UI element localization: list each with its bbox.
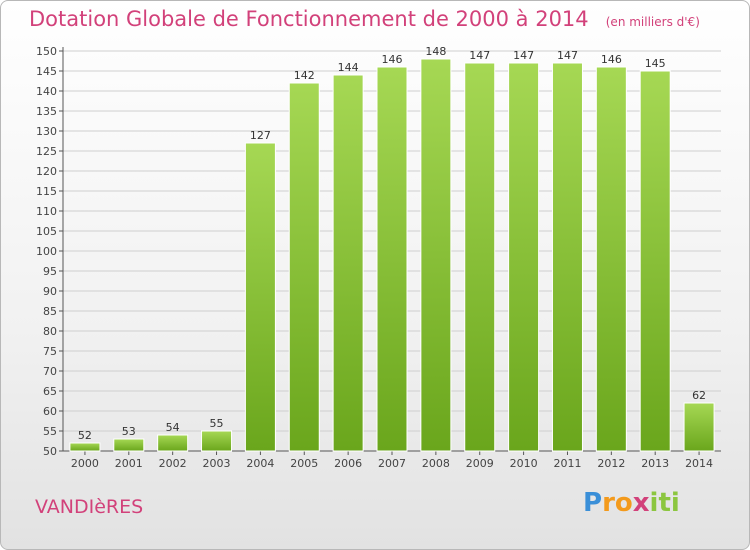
- bar-2003: [201, 430, 233, 452]
- x-tick-label: 2009: [466, 457, 494, 470]
- bar-2009: [464, 62, 496, 452]
- data-label-2006: 144: [338, 61, 359, 74]
- data-label-2000: 52: [78, 429, 92, 442]
- y-tick-label: 65: [43, 385, 57, 398]
- x-tick-label: 2000: [71, 457, 99, 470]
- commune-name: VANDIèRES: [35, 496, 144, 518]
- bars: [69, 58, 715, 452]
- chart-title-block: Dotation Globale de Fonctionnement de 20…: [29, 7, 700, 31]
- data-label-2011: 147: [557, 49, 578, 62]
- chart-unit: (en milliers d'€): [605, 15, 700, 29]
- data-label-2007: 146: [382, 53, 403, 66]
- data-label-2005: 142: [294, 69, 315, 82]
- data-label-2010: 147: [513, 49, 534, 62]
- x-tick-label: 2002: [159, 457, 187, 470]
- x-tick-label: 2007: [378, 457, 406, 470]
- bar-2005: [288, 82, 320, 452]
- logo-letter: r: [602, 488, 615, 518]
- x-tick-label: 2005: [290, 457, 318, 470]
- bar-2012: [595, 66, 627, 452]
- x-tick-label: 2012: [597, 457, 625, 470]
- y-tick-label: 100: [36, 245, 57, 258]
- logo-letter: P: [583, 488, 603, 518]
- y-tick-label: 130: [36, 125, 57, 138]
- data-label-2012: 146: [601, 53, 622, 66]
- tick-labels: 50 55 60 65 70 75 80 85 90 95 100 105 110 115 120 125 13…: [36, 45, 713, 470]
- y-tick-label: 105: [36, 225, 57, 238]
- bar-2010: [508, 62, 540, 452]
- y-tick-label: 85: [43, 305, 57, 318]
- data-label-2009: 147: [469, 49, 490, 62]
- proxiti-logo: Proxiti: [583, 488, 680, 518]
- y-tick-label: 80: [43, 325, 57, 338]
- y-tick-label: 75: [43, 345, 57, 358]
- y-tick-label: 150: [36, 45, 57, 58]
- x-tick-label: 2003: [203, 457, 231, 470]
- bar-2002: [157, 434, 189, 452]
- logo-letter: o: [614, 488, 633, 518]
- x-tick-label: 2010: [510, 457, 538, 470]
- logo-letter: i: [670, 488, 680, 518]
- bar-2000: [69, 442, 101, 452]
- logo-letter: t: [658, 488, 671, 518]
- y-tick-label: 90: [43, 285, 57, 298]
- bar-2008: [420, 58, 452, 452]
- logo-letter: i: [649, 488, 659, 518]
- data-label-2003: 55: [210, 417, 224, 430]
- chart-title: Dotation Globale de Fonctionnement de 20…: [29, 7, 589, 31]
- data-label-2008: 148: [425, 45, 446, 58]
- y-tick-label: 50: [43, 445, 57, 458]
- y-tick-label: 70: [43, 365, 57, 378]
- y-tick-label: 145: [36, 65, 57, 78]
- bar-2007: [376, 66, 408, 452]
- data-labels: 52 53 54 55 127 142 144 146 148 147 147 147 146 145 62: [78, 45, 706, 442]
- y-tick-label: 135: [36, 105, 57, 118]
- y-tick-label: 115: [36, 185, 57, 198]
- x-tick-label: 2008: [422, 457, 450, 470]
- y-tick-label: 140: [36, 85, 57, 98]
- y-tick-label: 60: [43, 405, 57, 418]
- bar-2006: [332, 74, 364, 452]
- x-tick-label: 2006: [334, 457, 362, 470]
- y-tick-label: 95: [43, 265, 57, 278]
- data-label-2014: 62: [692, 389, 706, 402]
- data-label-2002: 54: [166, 421, 180, 434]
- y-tick-label: 55: [43, 425, 57, 438]
- bar-2014: [683, 402, 715, 452]
- y-tick-label: 120: [36, 165, 57, 178]
- logo-letter: x: [632, 488, 650, 518]
- data-label-2013: 145: [645, 57, 666, 70]
- x-tick-label: 2013: [641, 457, 669, 470]
- bar-2004: [244, 142, 276, 452]
- y-tick-label: 110: [36, 205, 57, 218]
- x-tick-label: 2014: [685, 457, 713, 470]
- x-tick-label: 2001: [115, 457, 143, 470]
- x-tick-label: 2011: [553, 457, 581, 470]
- bar-2011: [551, 62, 583, 452]
- bar-2013: [639, 70, 671, 452]
- x-tick-label: 2004: [246, 457, 274, 470]
- data-label-2004: 127: [250, 129, 271, 142]
- bar-2001: [113, 438, 145, 452]
- y-tick-label: 125: [36, 145, 57, 158]
- data-label-2001: 53: [122, 425, 136, 438]
